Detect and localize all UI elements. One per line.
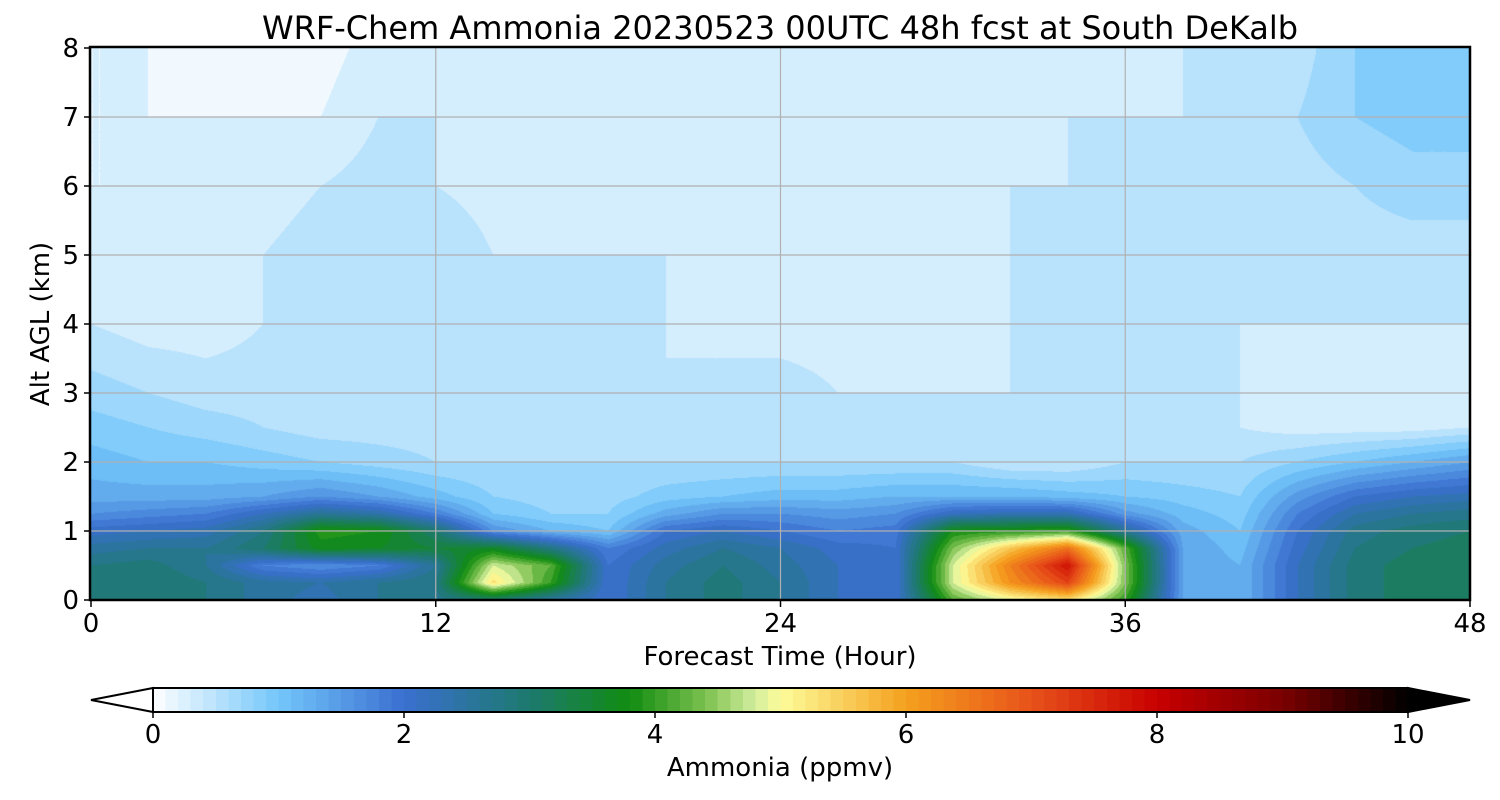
- chart-title: WRF-Chem Ammonia 20230523 00UTC 48h fcst…: [262, 9, 1298, 47]
- y-tick-label: 4: [62, 310, 79, 340]
- colorbar-tick-label: 6: [898, 720, 915, 750]
- y-tick-label: 8: [62, 34, 79, 64]
- plot-area: [88, 45, 1472, 602]
- colorbar-tick-label: 4: [647, 720, 664, 750]
- colorbar-tick-label: 10: [1391, 720, 1424, 750]
- y-axis: 0 1 2 3 4 5 6 7 8: [62, 34, 91, 616]
- y-tick-label: 0: [62, 586, 79, 616]
- colorbar-tick-label: 8: [1149, 720, 1166, 750]
- y-tick-label: 2: [62, 448, 79, 478]
- colorbar-tick-label: 2: [396, 720, 413, 750]
- x-tick-label: 0: [83, 609, 100, 639]
- y-tick-label: 1: [62, 517, 79, 547]
- grid-lines: [91, 48, 1470, 600]
- colorbar-label: Ammonia (ppmv): [667, 753, 893, 783]
- x-tick-label: 24: [764, 609, 797, 639]
- y-axis-label: Alt AGL (km): [26, 242, 56, 406]
- y-tick-label: 5: [62, 241, 79, 271]
- colorbar-extend-max: [1407, 686, 1471, 714]
- x-tick-label: 36: [1109, 609, 1142, 639]
- x-axis: 0 12 24 36 48: [83, 600, 1487, 639]
- x-tick-label: 12: [419, 609, 452, 639]
- y-tick-label: 3: [62, 379, 79, 409]
- colorbar-bar: [152, 687, 1409, 713]
- colorbar-extend-min: [90, 686, 154, 714]
- y-tick-label: 6: [62, 172, 79, 202]
- colorbar-tick-label: 0: [145, 720, 162, 750]
- colorbar: 0 2 4 6 8 10 Ammonia (ppmv): [90, 686, 1471, 783]
- x-axis-label: Forecast Time (Hour): [643, 642, 916, 672]
- colorbar-ticks: 0 2 4 6 8 10: [145, 712, 1425, 750]
- y-tick-label: 7: [62, 103, 79, 133]
- x-tick-label: 48: [1453, 609, 1486, 639]
